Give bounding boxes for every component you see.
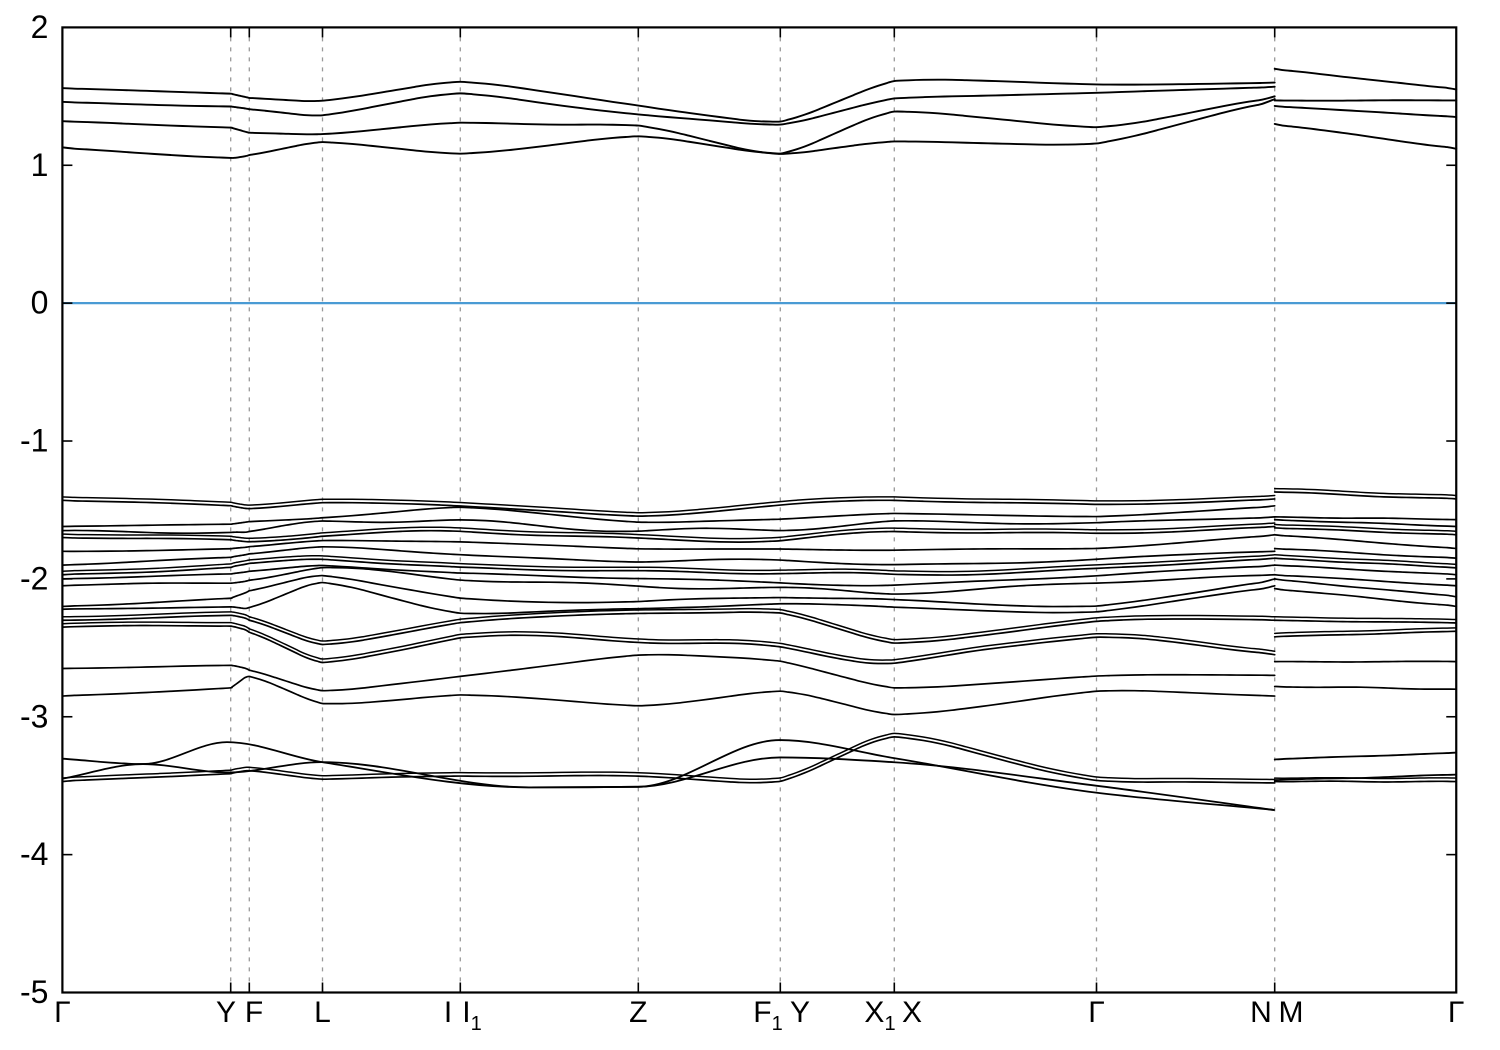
svg-text:L: L bbox=[314, 996, 331, 1029]
svg-text:-1: -1 bbox=[20, 422, 48, 458]
svg-text:Y: Y bbox=[216, 996, 236, 1029]
svg-text:M: M bbox=[1279, 996, 1304, 1029]
svg-text:1: 1 bbox=[31, 147, 49, 183]
svg-text:Γ: Γ bbox=[1448, 996, 1465, 1029]
svg-text:0: 0 bbox=[31, 285, 49, 321]
svg-text:-3: -3 bbox=[20, 698, 48, 734]
svg-text:Γ: Γ bbox=[54, 996, 71, 1029]
svg-text:Z: Z bbox=[629, 996, 647, 1029]
svg-text:X: X bbox=[902, 996, 922, 1029]
svg-text:-4: -4 bbox=[20, 836, 48, 872]
svg-text:N: N bbox=[1250, 996, 1272, 1029]
svg-text:Γ: Γ bbox=[1088, 996, 1105, 1029]
svg-text:-5: -5 bbox=[20, 974, 48, 1010]
svg-text:I: I bbox=[444, 996, 452, 1029]
svg-text:2: 2 bbox=[31, 9, 49, 45]
svg-text:Y: Y bbox=[790, 996, 810, 1029]
svg-text:F: F bbox=[245, 996, 263, 1029]
svg-text:-2: -2 bbox=[20, 560, 48, 596]
